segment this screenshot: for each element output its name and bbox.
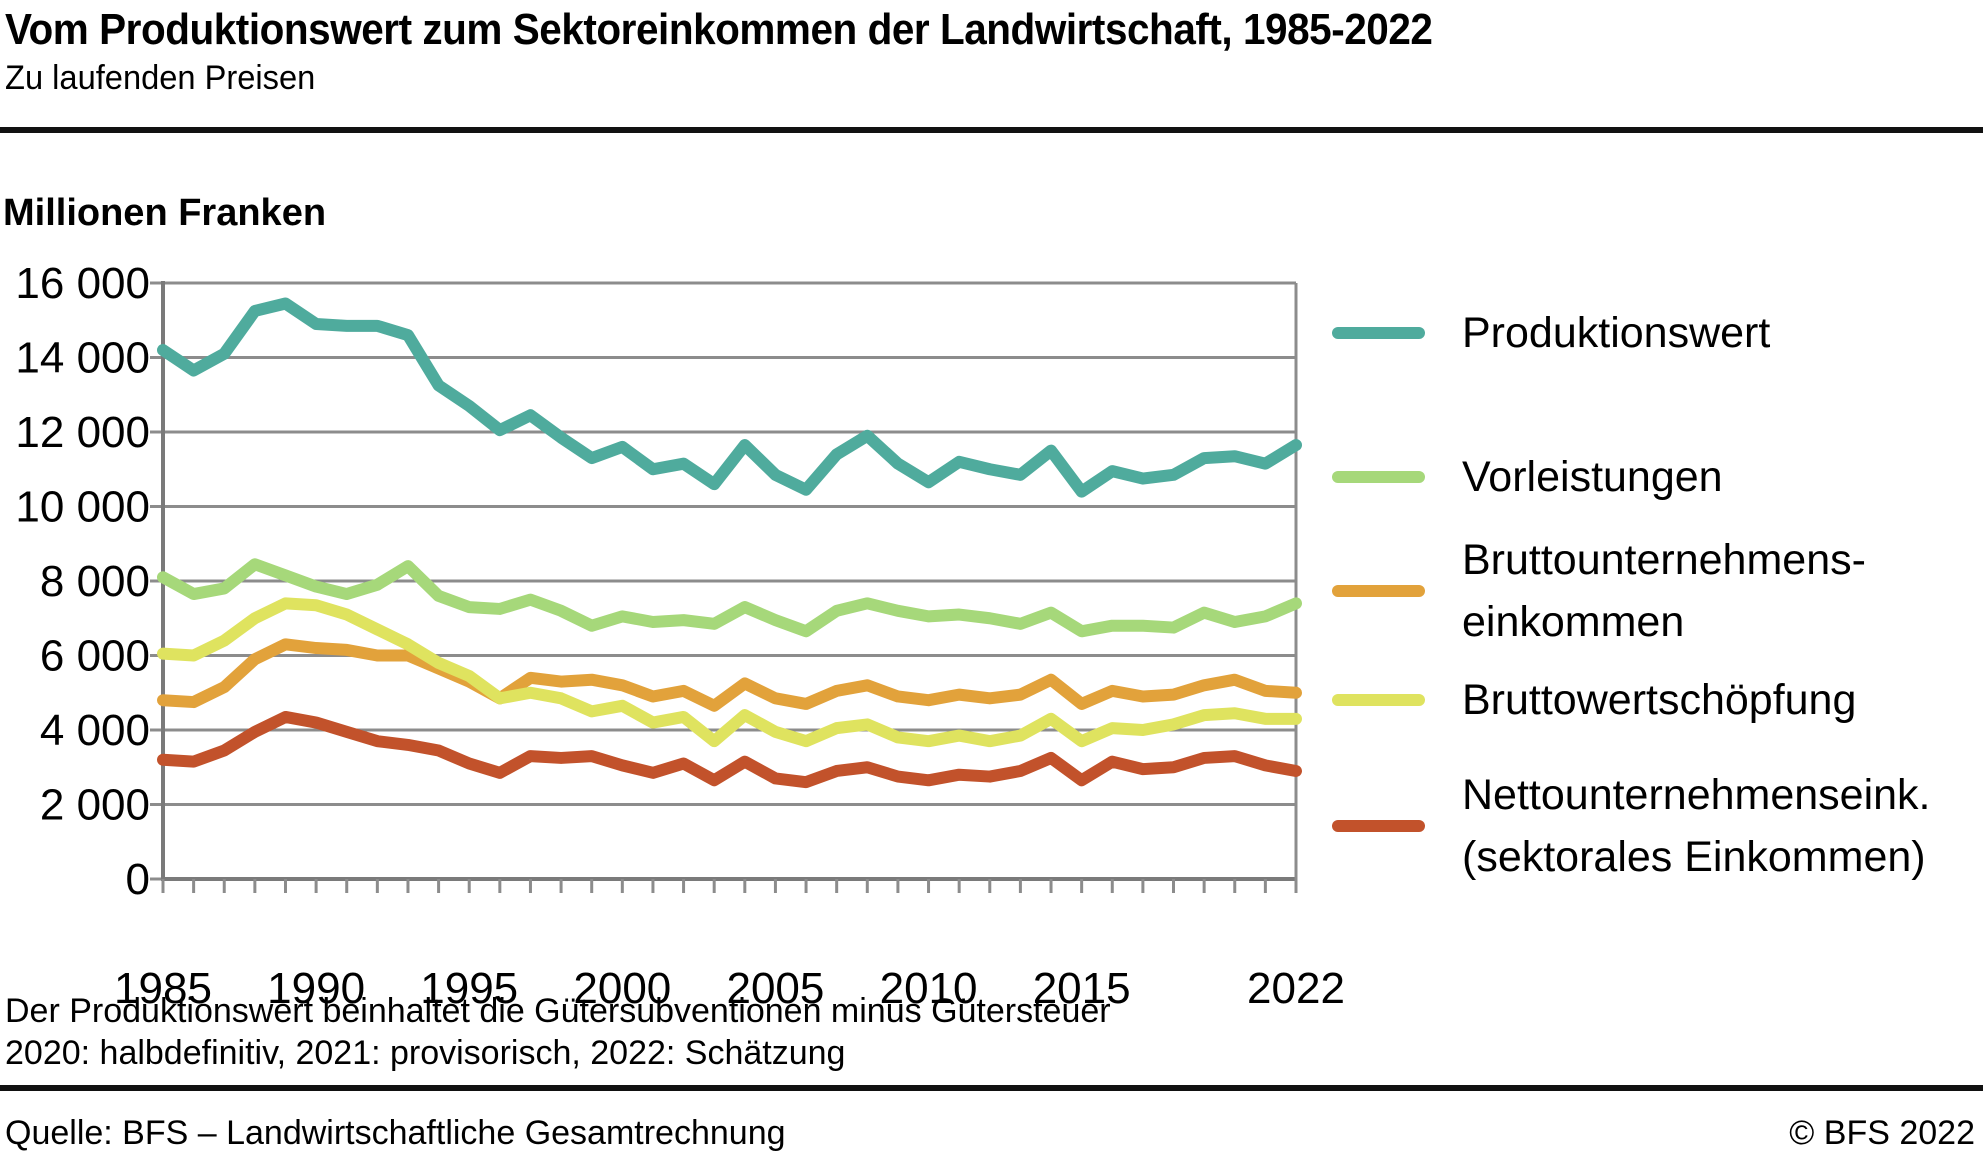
- y-axis-tick-label: 2 000: [40, 781, 150, 830]
- legend-label-bruttowertschopfung: Bruttowertschöpfung: [1462, 669, 1856, 731]
- x-axis-tick-label: 2010: [880, 964, 978, 1013]
- legend-label-line: Nettounternehmenseink.: [1462, 771, 1931, 819]
- legend-label-nettounternehmenseink-sektorales-einkommen: Nettounternehmenseink. (sektorales Einkom…: [1462, 764, 1931, 888]
- legend-swatch-vorleistungen: [1332, 471, 1425, 483]
- x-axis-tick-label: 2005: [726, 964, 824, 1013]
- legend-label-line: einkommen: [1462, 598, 1685, 646]
- x-axis-tick-label: 2015: [1033, 964, 1131, 1013]
- x-axis-tick-label: 1990: [267, 964, 365, 1013]
- legend-label-line: Produktionswert: [1462, 309, 1771, 357]
- header-rule: [0, 127, 1983, 133]
- y-axis-tick-label: 6 000: [40, 632, 150, 681]
- x-axis-tick-label: 2000: [573, 964, 671, 1013]
- series-line-vorleistungen: [157, 558, 1302, 638]
- y-axis-unit-label: Millionen Franken: [3, 192, 327, 234]
- series-line-nettounternehmenseink-sektorales-einkommen: [157, 710, 1302, 789]
- y-axis-tick-label: 4 000: [40, 706, 150, 755]
- footnote-line-2: 2020: halbdefinitiv, 2021: provisorisch,…: [5, 1034, 846, 1072]
- y-axis-tick-label: 16 000: [15, 259, 150, 308]
- footer-rule: [0, 1085, 1983, 1091]
- legend-label-produktionswert: Produktionswert: [1462, 302, 1770, 364]
- y-axis-tick-label: 8 000: [40, 557, 150, 606]
- legend-label-vorleistungen: Vorleistungen: [1462, 446, 1723, 508]
- page-title: Vom Produktionswert zum Sektoreinkommen …: [5, 5, 1433, 54]
- footnote-line-1: Der Produktionswert beinhaltet die Güter…: [5, 992, 1111, 1030]
- legend-swatch-bruttounternehmenseinkommen: [1332, 585, 1425, 597]
- legend-label-line: Bruttounternehmens-: [1462, 536, 1866, 584]
- y-axis-tick-label: 12 000: [15, 408, 150, 457]
- legend-label-line: (sektorales Einkommen): [1462, 833, 1926, 881]
- series-line-produktionswert: [157, 297, 1302, 498]
- x-axis-tick-label: 2022: [1247, 964, 1345, 1013]
- legend-swatch-produktionswert: [1332, 327, 1425, 339]
- page-subtitle: Zu laufenden Preisen: [5, 59, 316, 97]
- series-line-bruttowertschopfung: [157, 597, 1302, 748]
- legend-label-bruttounternehmenseinkommen: Bruttounternehmens-einkommen: [1462, 529, 1866, 653]
- legend-swatch-nettounternehmenseink-sektorales-einkommen: [1332, 820, 1425, 832]
- y-axis-tick-label: 10 000: [15, 483, 150, 532]
- series-line-bruttounternehmenseinkommen: [157, 638, 1302, 712]
- source-text: Quelle: BFS – Landwirtschaftliche Gesamt…: [5, 1114, 786, 1152]
- x-axis-tick-label: 1995: [420, 964, 518, 1013]
- legend-label-line: Vorleistungen: [1462, 453, 1723, 501]
- copyright-text: © BFS 2022: [1789, 1114, 1975, 1152]
- y-axis-tick-label: 14 000: [15, 334, 150, 383]
- y-axis-tick-label: 0: [126, 855, 150, 904]
- legend-label-line: Bruttowertschöpfung: [1462, 676, 1857, 724]
- legend-swatch-bruttowertschopfung: [1332, 694, 1425, 706]
- x-axis-tick-label: 1985: [114, 964, 212, 1013]
- chart-footnotes: Der Produktionswert beinhaltet die Güter…: [5, 990, 1111, 1074]
